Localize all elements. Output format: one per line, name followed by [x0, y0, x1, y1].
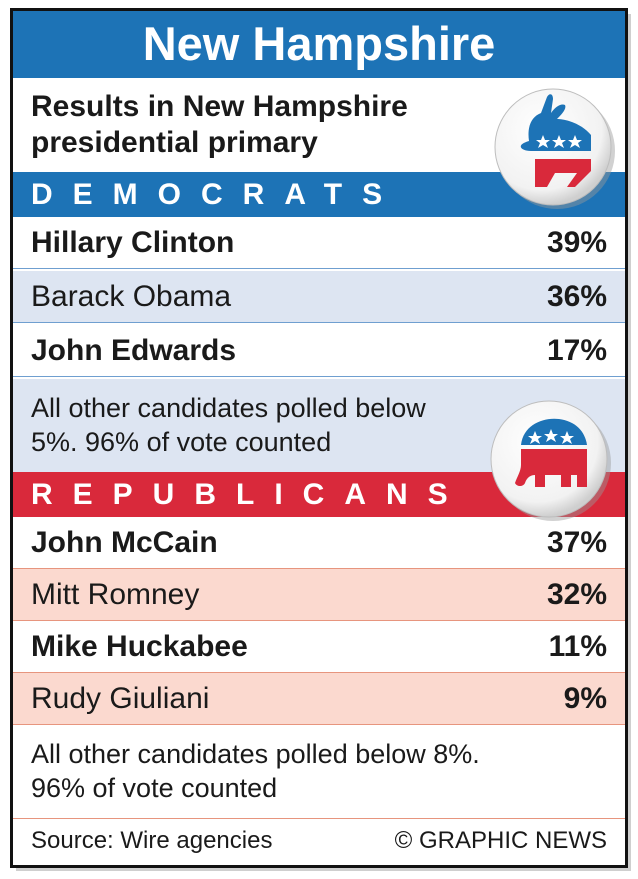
candidate-name: John Edwards	[31, 334, 237, 367]
table-row: John Edwards 17%	[13, 325, 625, 377]
candidate-percent: 37%	[546, 526, 607, 559]
table-row: Mitt Romney 32%	[13, 569, 625, 621]
candidate-percent: 9%	[563, 682, 607, 715]
candidate-percent: 36%	[546, 280, 607, 313]
candidate-name: Mike Huckabee	[31, 630, 248, 663]
table-row: John McCain 37%	[13, 517, 625, 569]
candidate-name: John McCain	[31, 526, 218, 559]
footer: Source: Wire agencies © GRAPHIC NEWS	[13, 819, 625, 865]
table-row: Hillary Clinton 39%	[13, 217, 625, 269]
candidate-name: Rudy Giuliani	[31, 682, 210, 715]
table-row: Barack Obama 36%	[13, 271, 625, 323]
note-line: 96% of vote counted	[31, 773, 278, 803]
republicans-note: All other candidates polled below 8%. 96…	[13, 725, 625, 819]
source-credit: Source: Wire agencies	[31, 827, 273, 854]
candidate-percent: 11%	[548, 630, 607, 663]
table-row: Mike Huckabee 11%	[13, 621, 625, 673]
note-line: All other candidates polled below	[31, 393, 426, 423]
copyright-credit: © GRAPHIC NEWS	[394, 827, 607, 854]
candidate-name: Mitt Romney	[31, 578, 200, 611]
elephant-icon	[490, 400, 611, 521]
candidate-percent: 17%	[546, 334, 607, 367]
candidate-percent: 32%	[546, 578, 607, 611]
donkey-icon	[494, 88, 615, 209]
infographic-frame: New Hampshire Results in New Hampshire p…	[10, 8, 628, 868]
candidate-name: Barack Obama	[31, 280, 232, 313]
page-title: New Hampshire	[13, 11, 625, 78]
note-line: All other candidates polled below 8%.	[31, 739, 480, 769]
candidate-percent: 39%	[546, 226, 607, 259]
candidate-name: Hillary Clinton	[31, 226, 235, 259]
note-line: 5%. 96% of vote counted	[31, 427, 332, 457]
subtitle: Results in New Hampshire presidential pr…	[31, 90, 408, 159]
table-row: Rudy Giuliani 9%	[13, 673, 625, 725]
